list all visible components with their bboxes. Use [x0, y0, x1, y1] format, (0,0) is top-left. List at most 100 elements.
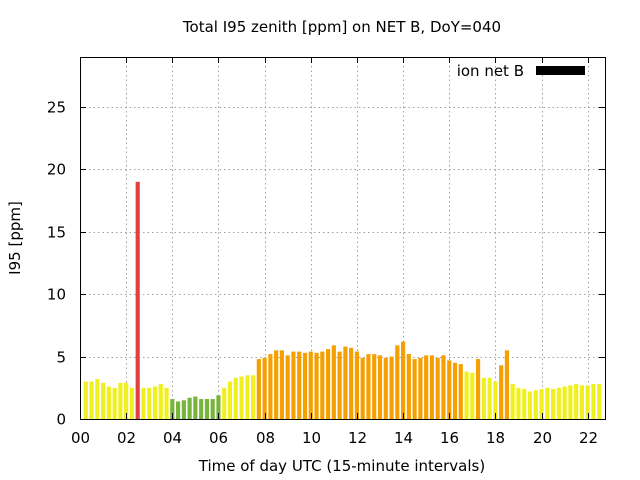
bar	[147, 387, 152, 419]
bar	[187, 397, 192, 419]
bar	[377, 355, 383, 419]
bar	[256, 359, 261, 419]
legend: ion net B	[457, 62, 585, 80]
bar	[504, 350, 509, 419]
bar	[412, 359, 417, 419]
bar	[539, 389, 544, 419]
x-tick-label: 04	[163, 429, 182, 447]
bar	[493, 381, 498, 419]
bar	[176, 401, 181, 419]
bar	[89, 381, 94, 419]
bar	[181, 400, 186, 419]
bar	[522, 389, 527, 419]
bar	[118, 382, 123, 419]
bar	[216, 395, 221, 419]
bar	[279, 350, 284, 419]
bar	[164, 387, 169, 419]
bar	[124, 382, 129, 419]
bar	[158, 384, 163, 419]
bar	[533, 390, 538, 419]
bar	[389, 356, 394, 419]
bar	[210, 399, 215, 419]
x-tick-label: 00	[71, 429, 90, 447]
bar	[424, 355, 429, 419]
bar	[545, 387, 550, 419]
x-tick-label: 14	[394, 429, 413, 447]
x-tick-label: 22	[579, 429, 598, 447]
legend-swatch	[536, 66, 585, 75]
bar	[245, 375, 250, 419]
x-tick-label: 20	[533, 429, 552, 447]
bar	[452, 362, 458, 419]
bars-group	[83, 181, 602, 419]
legend-label: ion net B	[457, 62, 524, 80]
y-axis-label: I95 [ppm]	[6, 201, 24, 275]
x-tick-label: 06	[209, 429, 228, 447]
bar	[343, 346, 348, 419]
bar	[458, 364, 463, 419]
bar	[129, 387, 134, 419]
bar	[141, 387, 146, 419]
bar	[383, 357, 388, 419]
bar	[320, 351, 325, 419]
axis-ticks: 0 5 10 15 20 25 00 02 04 06 08 10 12 14 16 18 20 22	[47, 57, 605, 447]
bar	[308, 351, 313, 419]
x-tick-label: 08	[256, 429, 275, 447]
bar	[527, 391, 533, 419]
bar	[204, 399, 209, 419]
plot-frame	[80, 57, 606, 420]
x-tick-label: 10	[302, 429, 321, 447]
bar	[556, 387, 561, 419]
bar	[574, 384, 579, 419]
bar	[441, 355, 446, 419]
bar	[551, 389, 556, 419]
y-tick-label: 0	[56, 411, 66, 429]
bar	[199, 399, 204, 419]
bar	[83, 381, 88, 419]
bar	[476, 359, 481, 419]
bar	[285, 355, 290, 419]
bar	[233, 377, 238, 419]
bar	[360, 357, 365, 419]
bar	[464, 371, 469, 419]
bar	[516, 387, 521, 419]
bar	[274, 350, 279, 419]
y-tick-label: 5	[56, 349, 66, 367]
bar	[366, 354, 371, 419]
bar	[227, 381, 233, 419]
y-tick-label: 10	[47, 286, 66, 304]
grid-lines	[80, 57, 605, 419]
bar	[291, 351, 296, 419]
x-tick-label: 12	[348, 429, 367, 447]
y-tick-label: 15	[47, 224, 66, 242]
bar	[562, 386, 567, 419]
bar	[170, 399, 175, 419]
bar	[447, 360, 452, 419]
y-tick-label: 25	[47, 99, 66, 117]
bar	[222, 387, 227, 419]
y-tick-label: 20	[47, 161, 66, 179]
bar	[95, 379, 100, 419]
bar	[349, 347, 354, 419]
bar	[499, 365, 504, 419]
bar	[395, 345, 400, 419]
bar	[239, 376, 244, 419]
bar	[597, 384, 602, 419]
bar	[372, 354, 377, 419]
bar	[337, 351, 342, 419]
bar	[470, 372, 475, 419]
bar	[326, 349, 331, 419]
x-tick-label: 18	[486, 429, 505, 447]
bar	[193, 396, 198, 419]
bar	[331, 345, 336, 419]
bar	[302, 352, 308, 419]
bar	[591, 384, 596, 419]
bar	[106, 386, 111, 419]
bar	[152, 386, 158, 419]
bar	[314, 352, 319, 419]
bar	[418, 357, 423, 419]
bar	[112, 387, 117, 419]
bar	[429, 355, 434, 419]
bar	[268, 354, 273, 419]
